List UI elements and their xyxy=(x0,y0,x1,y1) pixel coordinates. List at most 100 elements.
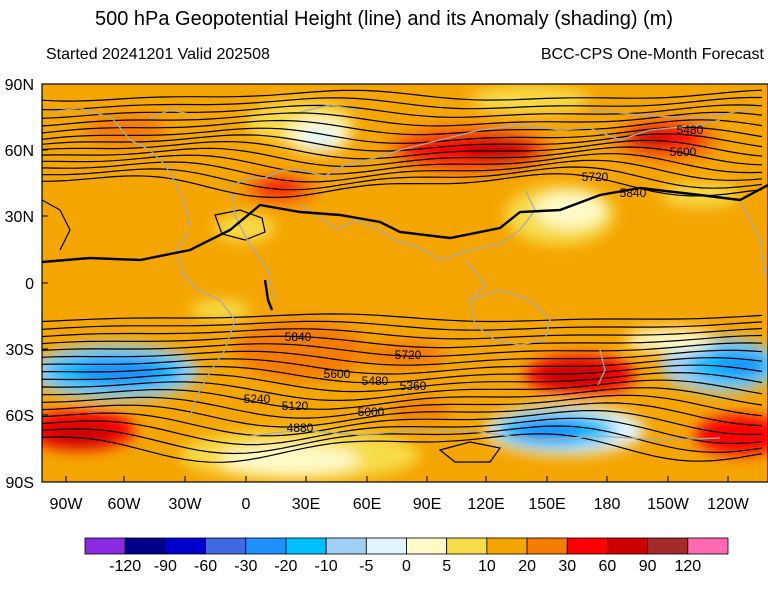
contour-line-north xyxy=(42,153,763,175)
contour-line-north xyxy=(42,159,763,183)
colorbar-swatch xyxy=(647,537,689,555)
colorbar-swatch xyxy=(325,537,367,555)
colorbar-swatch xyxy=(566,537,608,555)
colorbar-level-label: 0 xyxy=(402,558,411,575)
colorbar-swatch xyxy=(526,537,568,555)
lon-tick-label: 150E xyxy=(528,496,565,513)
contour-line-south xyxy=(42,394,763,419)
contour-line-north xyxy=(42,166,763,191)
lon-tick-label: 150W xyxy=(647,496,690,513)
contour-line-north xyxy=(42,111,763,127)
contour-line-north xyxy=(42,104,763,119)
thick-contour-north xyxy=(42,183,768,264)
contour-label: 5720 xyxy=(582,170,609,184)
contour-line-south xyxy=(42,357,763,375)
contour-line-south xyxy=(42,327,763,340)
colorbar-level-label: 120 xyxy=(674,558,701,575)
contour-label: 5600 xyxy=(324,367,351,381)
colorbar-swatch xyxy=(446,537,488,555)
lat-tick-label: 60S xyxy=(6,408,34,425)
contour-label: 5720 xyxy=(395,348,422,362)
colorbar-swatch xyxy=(365,537,407,555)
contour-line-south xyxy=(42,342,763,358)
contour-line-south xyxy=(42,417,763,446)
contour-label: 5120 xyxy=(282,399,309,413)
contour-labels: 5480 5600 5720 5840 5840 5720 5600 5480 5360 5240… xyxy=(244,123,704,435)
contour-line-south xyxy=(42,371,763,393)
lon-tick-label: 180 xyxy=(594,496,621,513)
contour-label: 5000 xyxy=(358,405,385,419)
lat-tick-label: 90N xyxy=(5,77,34,94)
contour-label: 5840 xyxy=(285,330,312,344)
colorbar-level-label: 20 xyxy=(518,558,536,575)
contour-line-south xyxy=(42,349,763,366)
lat-tick-label: 30N xyxy=(5,209,34,226)
contour-label: 5840 xyxy=(620,186,647,200)
contour-line-north xyxy=(42,126,763,144)
colorbar-level-label: 5 xyxy=(442,558,451,575)
contour-label: 5360 xyxy=(400,379,427,393)
colorbar-level-label: -30 xyxy=(234,558,257,575)
contour-label: 5240 xyxy=(244,392,271,406)
run-info: Started 20241201 Valid 202508 xyxy=(46,46,270,63)
lon-tick-label: 90W xyxy=(50,496,84,513)
contour-line-north xyxy=(42,139,763,160)
colorbar-swatch xyxy=(406,537,448,555)
contour-line-south xyxy=(42,313,763,323)
lon-tick-label: 60E xyxy=(353,496,381,513)
colorbar-swatch xyxy=(486,537,528,555)
figure-title: 500 hPa Geopotential Height (line) and i… xyxy=(94,8,674,30)
contour-line-south xyxy=(42,320,763,331)
contour-label: 5480 xyxy=(362,374,389,388)
colorbar-level-label: 10 xyxy=(478,558,496,575)
contour-line-south xyxy=(42,334,763,349)
colorbar-level-label: -120 xyxy=(109,558,141,575)
lon-tick-label: 0 xyxy=(242,496,251,513)
colorbar-swatch xyxy=(687,537,729,555)
colorbar-swatch xyxy=(164,537,206,555)
contour-line-atlantic xyxy=(42,199,71,251)
contour-line-south xyxy=(42,425,763,455)
coastlines xyxy=(49,104,767,441)
lat-tick-label: 90S xyxy=(6,475,34,492)
contour-line-south xyxy=(42,379,763,401)
colorbar: -120 -90 -60 -30 -20 -10 -5 0 5 10 20 30 60 90 120 xyxy=(84,537,729,575)
lat-tick-label: 0 xyxy=(25,276,34,293)
colorbar-swatch xyxy=(84,537,126,555)
lon-tick-label: 60W xyxy=(108,496,142,513)
colorbar-level-label: 60 xyxy=(599,558,617,575)
contour-line-south xyxy=(42,387,763,410)
colorbar-swatch xyxy=(124,537,166,555)
contour-line-north xyxy=(42,89,763,102)
contour-line-south xyxy=(42,364,763,384)
contour-line-south xyxy=(42,433,763,463)
contour-line-north xyxy=(42,96,762,111)
lon-tick-label: 120W xyxy=(707,496,750,513)
axis-ticks: 90N 60N 30N 0 30S 60S 90S 90W 60W 30W 0 30E 60E 90E 12… xyxy=(5,77,750,513)
contour-line-south xyxy=(42,409,763,437)
colorbar-swatch xyxy=(285,537,327,555)
forecast-product: BCC-CPS One-Month Forecast xyxy=(540,46,764,63)
colorbar-level-label: -90 xyxy=(154,558,177,575)
colorbar-swatch xyxy=(607,537,649,555)
lon-tick-label: 90E xyxy=(413,496,441,513)
contour-label: 5480 xyxy=(677,123,704,137)
lat-tick-label: 30S xyxy=(6,342,34,359)
colorbar-level-label: -10 xyxy=(315,558,338,575)
contour-line-antarctic xyxy=(438,441,502,463)
lon-tick-label: 30E xyxy=(292,496,320,513)
contour-line-south xyxy=(42,402,763,428)
lon-tick-label: 120E xyxy=(467,496,504,513)
colorbar-level-label: -20 xyxy=(274,558,297,575)
thick-contour-africa xyxy=(263,279,274,311)
colorbar-level-label: 30 xyxy=(558,558,576,575)
map-panel xyxy=(42,84,768,482)
contour-label: 5600 xyxy=(670,145,697,159)
colorbar-swatch xyxy=(245,537,287,555)
contour-label: 4880 xyxy=(287,421,314,435)
lon-tick-label: 30W xyxy=(169,496,203,513)
colorbar-level-label: 90 xyxy=(639,558,657,575)
contour-line-north xyxy=(42,119,763,136)
colorbar-level-label: -5 xyxy=(359,558,373,575)
